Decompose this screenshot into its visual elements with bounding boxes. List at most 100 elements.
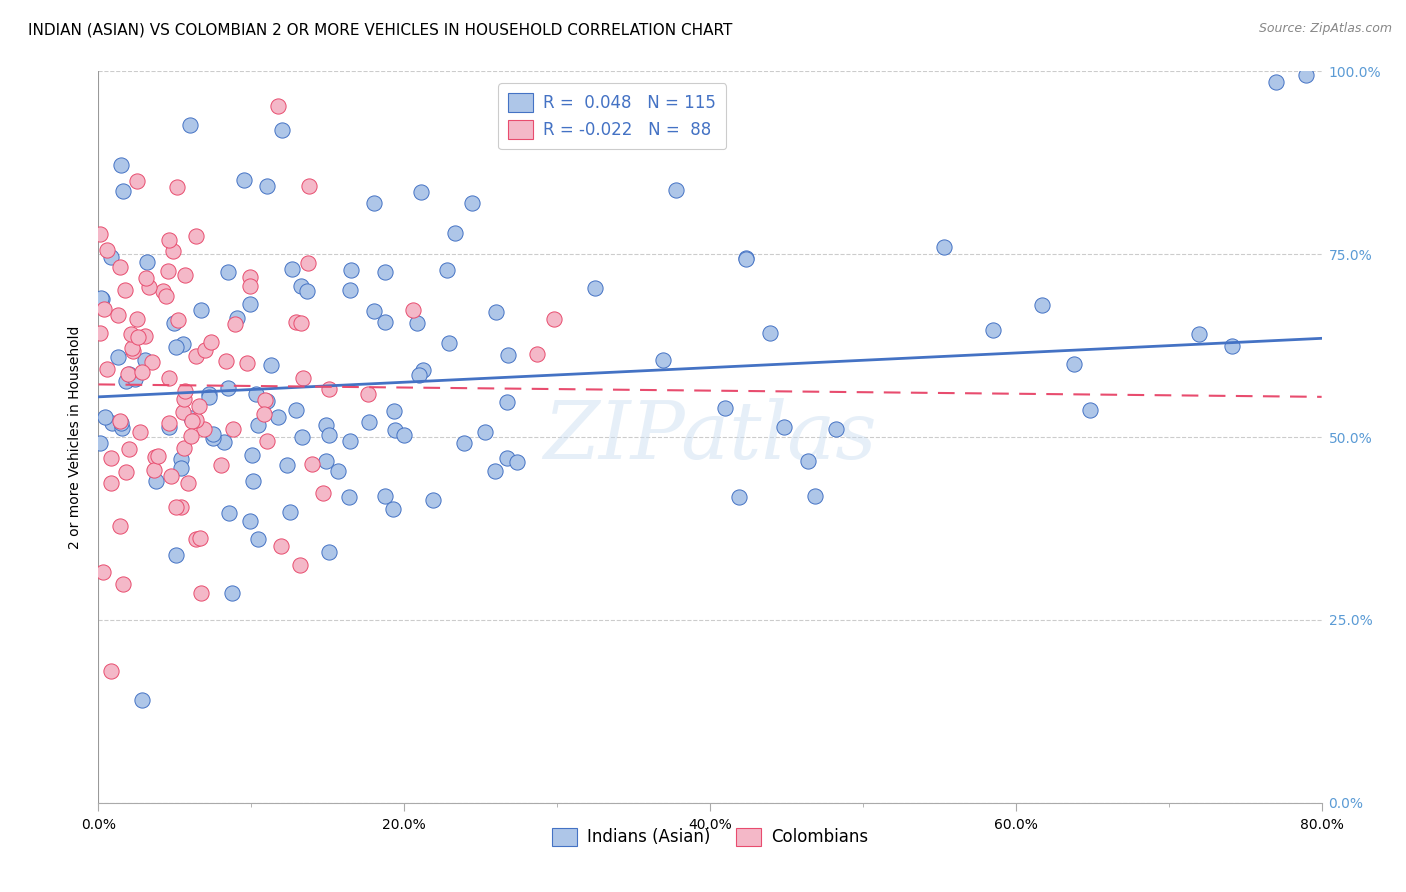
Point xyxy=(172,337,194,351)
Point xyxy=(239,279,262,293)
Point xyxy=(285,315,308,329)
Point xyxy=(121,341,143,355)
Point xyxy=(217,381,239,395)
Point xyxy=(180,414,202,428)
Point xyxy=(127,329,149,343)
Point xyxy=(357,415,380,429)
Point xyxy=(804,489,827,503)
Point xyxy=(239,297,262,311)
Point xyxy=(100,250,122,264)
Point xyxy=(166,313,188,327)
Point xyxy=(312,486,335,500)
Point xyxy=(100,451,122,466)
Point xyxy=(583,281,606,295)
Point xyxy=(170,500,193,514)
Point xyxy=(100,665,122,679)
Point xyxy=(124,372,146,386)
Point xyxy=(256,178,278,193)
Point xyxy=(773,420,796,434)
Point xyxy=(297,256,319,270)
Point xyxy=(110,416,132,430)
Point xyxy=(218,506,240,520)
Point xyxy=(110,158,132,172)
Point xyxy=(200,334,222,349)
Point xyxy=(93,302,115,317)
Point xyxy=(184,349,207,363)
Point xyxy=(186,412,208,426)
Point xyxy=(135,254,157,268)
Point xyxy=(242,475,264,489)
Point xyxy=(165,549,187,563)
Point xyxy=(101,417,124,431)
Point xyxy=(157,371,180,385)
Point xyxy=(118,442,141,456)
Point xyxy=(363,304,385,318)
Point xyxy=(190,586,212,600)
Point xyxy=(290,279,312,293)
Point xyxy=(107,350,129,364)
Point xyxy=(1295,68,1317,82)
Point xyxy=(246,532,269,546)
Point xyxy=(170,461,193,475)
Point xyxy=(89,227,111,242)
Point xyxy=(315,453,337,467)
Point xyxy=(474,425,496,439)
Point xyxy=(155,289,177,303)
Point xyxy=(382,502,405,516)
Text: Source: ZipAtlas.com: Source: ZipAtlas.com xyxy=(1258,22,1392,36)
Point xyxy=(198,390,221,404)
Point xyxy=(1031,298,1053,312)
Point xyxy=(318,382,340,396)
Point xyxy=(138,280,160,294)
Point xyxy=(115,374,138,388)
Point xyxy=(240,448,263,462)
Point xyxy=(96,243,118,257)
Point xyxy=(177,476,200,491)
Point xyxy=(266,409,288,424)
Point xyxy=(357,386,380,401)
Point xyxy=(253,408,276,422)
Point xyxy=(318,428,340,442)
Point xyxy=(107,308,129,322)
Point xyxy=(256,434,278,449)
Point xyxy=(180,411,202,425)
Point xyxy=(209,458,232,473)
Point xyxy=(114,283,136,297)
Point xyxy=(267,98,290,112)
Point xyxy=(91,565,114,579)
Point xyxy=(298,178,321,193)
Point xyxy=(222,422,245,436)
Point xyxy=(825,422,848,436)
Point xyxy=(735,251,758,265)
Point xyxy=(89,326,111,341)
Point xyxy=(117,367,139,381)
Point xyxy=(239,269,262,284)
Point xyxy=(94,409,117,424)
Point xyxy=(173,392,195,406)
Point xyxy=(232,173,254,187)
Point xyxy=(134,328,156,343)
Point xyxy=(713,401,735,416)
Point xyxy=(162,244,184,259)
Point xyxy=(339,263,361,277)
Point xyxy=(127,174,149,188)
Legend: Indians (Asian), Colombians: Indians (Asian), Colombians xyxy=(546,821,875,853)
Point xyxy=(214,353,236,368)
Point xyxy=(115,465,138,479)
Point xyxy=(198,386,221,401)
Point xyxy=(157,233,180,247)
Point xyxy=(301,457,323,471)
Point xyxy=(291,371,314,385)
Point xyxy=(180,429,202,443)
Point xyxy=(315,418,337,433)
Point xyxy=(281,262,304,277)
Point xyxy=(295,284,318,298)
Point xyxy=(735,252,758,267)
Point xyxy=(160,469,183,483)
Point xyxy=(288,558,311,573)
Point xyxy=(224,318,246,332)
Point xyxy=(96,362,118,376)
Point xyxy=(190,531,212,545)
Point xyxy=(236,357,259,371)
Point xyxy=(484,464,506,478)
